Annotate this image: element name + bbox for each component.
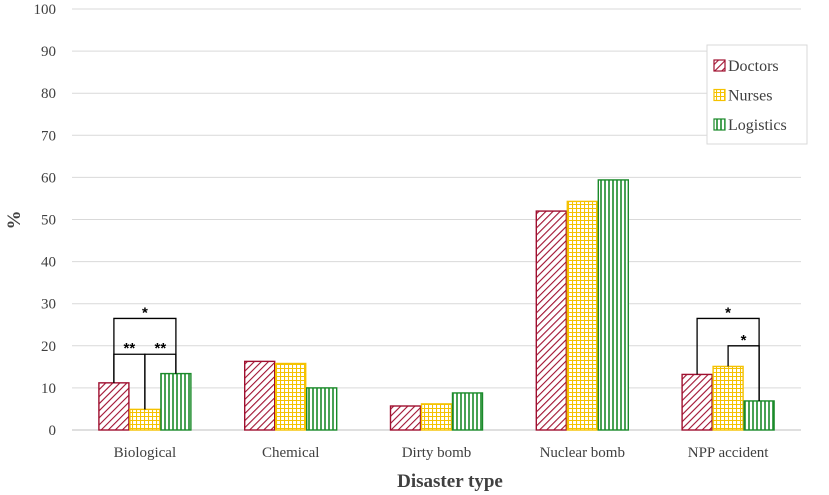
y-tick-label: 10 [41,381,56,397]
y-tick-label: 60 [41,170,56,186]
bar-nurses-biological [129,408,161,431]
bar-nurses-dirty-bomb [420,403,453,431]
x-axis-categories: Biological Chemical Dirty bomb Nuclear bomb… [114,445,770,461]
bar-logistics-dirty-bomb [451,392,484,431]
bar-logistics-nuclear-bomb [597,179,629,431]
significance-bracket [113,317,177,383]
bars [98,179,775,431]
legend-label: Nurses [728,88,772,105]
legend-label: Logistics [728,117,787,134]
y-tick-label: 40 [41,255,56,271]
bar-doctors-dirty-bomb [389,405,422,431]
bar-logistics-chemical [306,387,338,431]
bar-logistics-npp-accident [743,400,775,431]
significance-label: ** [124,340,136,357]
significance-label: * [725,304,731,321]
significance-annotations: ** *** ** [113,304,760,410]
y-axis-title: % [4,211,25,230]
x-category-label: Biological [114,445,177,461]
legend-swatch-doctors [713,59,726,72]
bar-doctors-nuclear-bomb [535,210,567,431]
bar-doctors-biological [98,382,130,431]
legend-swatch-logistics [713,118,726,131]
bar-nurses-chemical [275,362,307,431]
gridlines [72,8,801,431]
significance-label: ** [155,340,167,357]
y-tick-label: 80 [41,86,56,102]
y-tick-label: 70 [41,128,56,144]
bar-logistics-biological [160,372,192,431]
x-category-label: Chemical [262,445,319,461]
significance-label: * [741,332,747,349]
y-axis-ticks: 0 10 20 30 40 50 60 70 80 90 100 [34,2,57,439]
x-axis-title: Disaster type [397,471,503,492]
y-tick-label: 100 [34,2,57,18]
y-tick-label: 20 [41,339,56,355]
bar-nurses-npp-accident [712,365,744,431]
y-tick-label: 50 [41,213,56,229]
y-tick-label: 30 [41,297,56,313]
legend: Doctors Nurses Logistics [706,44,808,145]
y-tick-label: 0 [49,423,57,439]
x-category-label: Dirty bomb [402,445,472,461]
bar-doctors-chemical [243,360,276,431]
legend-label: Doctors [728,58,779,75]
significance-bracket [727,345,760,401]
x-category-label: Nuclear bomb [540,445,625,461]
bar-nurses-nuclear-bomb [566,200,598,431]
significance-label: * [142,304,148,321]
y-tick-label: 90 [41,44,56,60]
x-category-label: NPP accident [688,445,770,461]
bar-doctors-npp-accident [681,373,713,431]
legend-swatch-nurses [713,88,726,102]
